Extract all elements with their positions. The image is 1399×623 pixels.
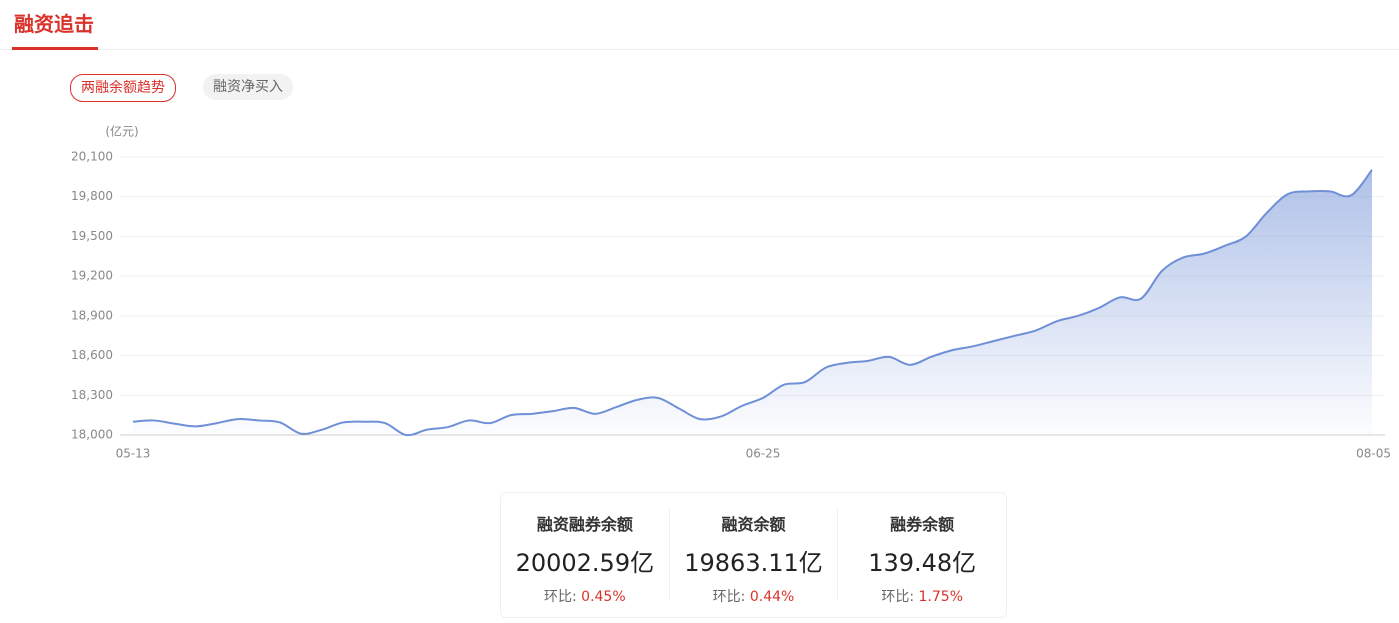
change-value: 1.75% — [918, 589, 963, 605]
change-label: 环比: — [881, 589, 915, 605]
change-label: 环比: — [712, 589, 746, 605]
divider — [0, 49, 1399, 50]
tab[interactable]: 融资净买入 — [203, 74, 293, 100]
change-value: 0.45% — [581, 589, 626, 605]
summary-value: 139.48亿 — [868, 549, 977, 577]
y-tick-label: 19,200 — [71, 269, 113, 283]
change-value: 0.44% — [749, 589, 795, 605]
summary-change: 环比: 1.75% — [838, 586, 1006, 606]
y-tick-label: 20,100 — [71, 150, 113, 164]
y-unit: (亿元) — [105, 124, 138, 139]
summary-label: 融券余额 — [890, 515, 955, 534]
y-tick-label: 18,000 — [71, 428, 113, 442]
summary-item: 融资余额 19863.11亿环比: 0.44% — [670, 509, 839, 605]
x-tick-label: 05-13 — [116, 447, 151, 461]
summary-value: 19863.11亿 — [684, 549, 823, 577]
summary-item: 融券余额 139.48亿环比: 1.75% — [838, 509, 1006, 605]
title-underline — [12, 47, 98, 50]
area — [133, 169, 1372, 436]
y-tick-label: 19,500 — [71, 229, 113, 243]
tab[interactable]: 两融余额趋势 — [70, 74, 176, 102]
chart: (亿元) 18,000 18,300 18,600 18,900 19,200 19,50… — [71, 124, 1391, 461]
y-tick-label: 18,900 — [71, 308, 113, 322]
summary-change: 环比: 0.45% — [501, 586, 669, 606]
y-tick-label: 18,300 — [71, 388, 113, 402]
summary-label: 融资融券余额 — [536, 515, 633, 534]
line — [132, 169, 1373, 437]
summary-change: 环比: 0.44% — [670, 586, 838, 606]
y-tick-label: 18,600 — [71, 348, 113, 362]
change-label: 环比: — [544, 589, 577, 605]
summary-label: 融资余额 — [721, 515, 786, 534]
y-tick-label: 19,800 — [71, 189, 113, 203]
summary-value: 20002.59亿 — [515, 549, 655, 577]
summary-card: 融资融券余额 20002.59亿 环比: 0.45% 融资余额 19863.11亿 环比:… — [500, 492, 1007, 618]
x-tick-label: 06-25 — [746, 447, 781, 461]
summary-item: 融资融券余额 20002.59亿环比: 0.45% — [501, 509, 670, 605]
section-title: 融资追击 — [14, 12, 94, 36]
x-tick-label: 08-05 — [1356, 447, 1391, 461]
